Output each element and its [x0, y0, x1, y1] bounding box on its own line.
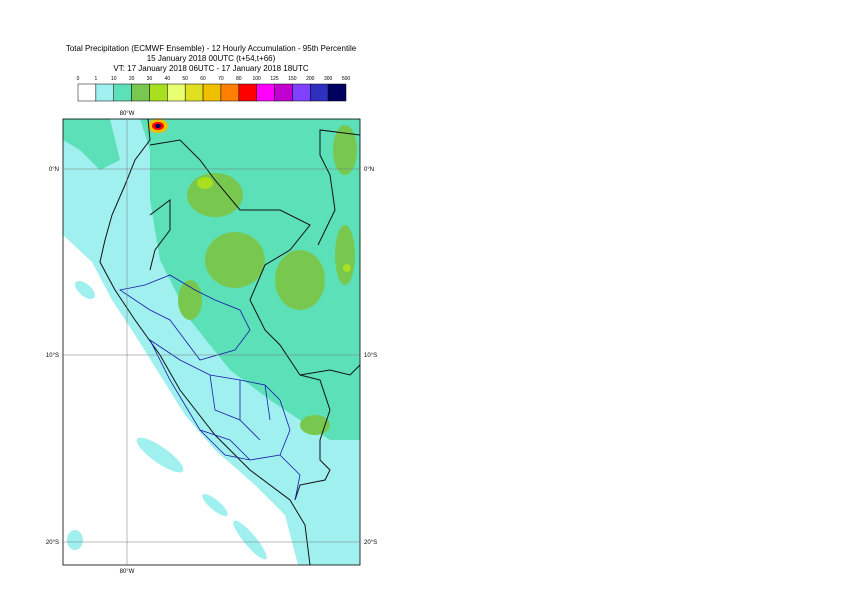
- title-line: Total Precipitation (ECMWF Ensemble) - 1…: [66, 44, 357, 53]
- legend-swatch: [274, 83, 293, 102]
- lat-label: 20°S: [46, 540, 59, 546]
- lat-label: 20°S: [364, 540, 377, 546]
- legend-label: 300: [324, 76, 333, 82]
- legend-label: 30: [147, 76, 153, 82]
- legend-swatch: [113, 83, 132, 102]
- legend-label: 500: [342, 76, 351, 82]
- lat-label: 0°N: [364, 167, 374, 173]
- legend: 0 1 10 20 30 40 50 60 70 80 100 125 150 200 300 500: [77, 76, 351, 102]
- map: [63, 119, 360, 565]
- map-frame: [62, 118, 361, 566]
- legend-swatch: [202, 83, 222, 102]
- legend-swatch: [327, 83, 347, 102]
- legend-label: 0: [77, 76, 80, 82]
- lon-label: 80°W: [120, 569, 135, 575]
- legend-label: 200: [306, 76, 315, 82]
- lat-label: 0°N: [49, 167, 59, 173]
- legend-swatch: [310, 83, 329, 102]
- legend-swatch: [149, 83, 168, 102]
- title: Total Precipitation (ECMWF Ensemble) - 1…: [66, 44, 357, 73]
- legend-swatch: [220, 83, 240, 102]
- graticule: 80°W 80°W 0°N 0°N 10°S 10°S 20°S 20°S: [46, 111, 377, 575]
- lat-label: 10°S: [364, 353, 377, 359]
- legend-label: 10: [111, 76, 117, 82]
- legend-label: 50: [182, 76, 188, 82]
- legend-swatch: [292, 83, 311, 102]
- title-line: VT: 17 January 2018 06UTC - 17 January 2…: [113, 64, 308, 73]
- legend-swatch: [77, 83, 97, 102]
- legend-label: 20: [129, 76, 135, 82]
- legend-swatch: [238, 83, 257, 102]
- legend-label: 40: [165, 76, 171, 82]
- legend-label: 80: [236, 76, 242, 82]
- legend-swatch: [95, 83, 114, 102]
- legend-swatch: [167, 83, 186, 102]
- legend-swatch: [184, 83, 204, 102]
- legend-label: 60: [200, 76, 206, 82]
- title-line: 15 January 2018 00UTC (t+54,t+66): [147, 54, 276, 63]
- legend-label: 1: [94, 76, 97, 82]
- legend-label: 70: [218, 76, 224, 82]
- legend-label: 125: [270, 76, 279, 82]
- lat-label: 10°S: [46, 353, 59, 359]
- legend-label: 100: [252, 76, 261, 82]
- lon-label: 80°W: [120, 111, 135, 117]
- legend-swatch: [256, 83, 275, 102]
- legend-swatch: [131, 83, 150, 102]
- legend-label: 150: [288, 76, 297, 82]
